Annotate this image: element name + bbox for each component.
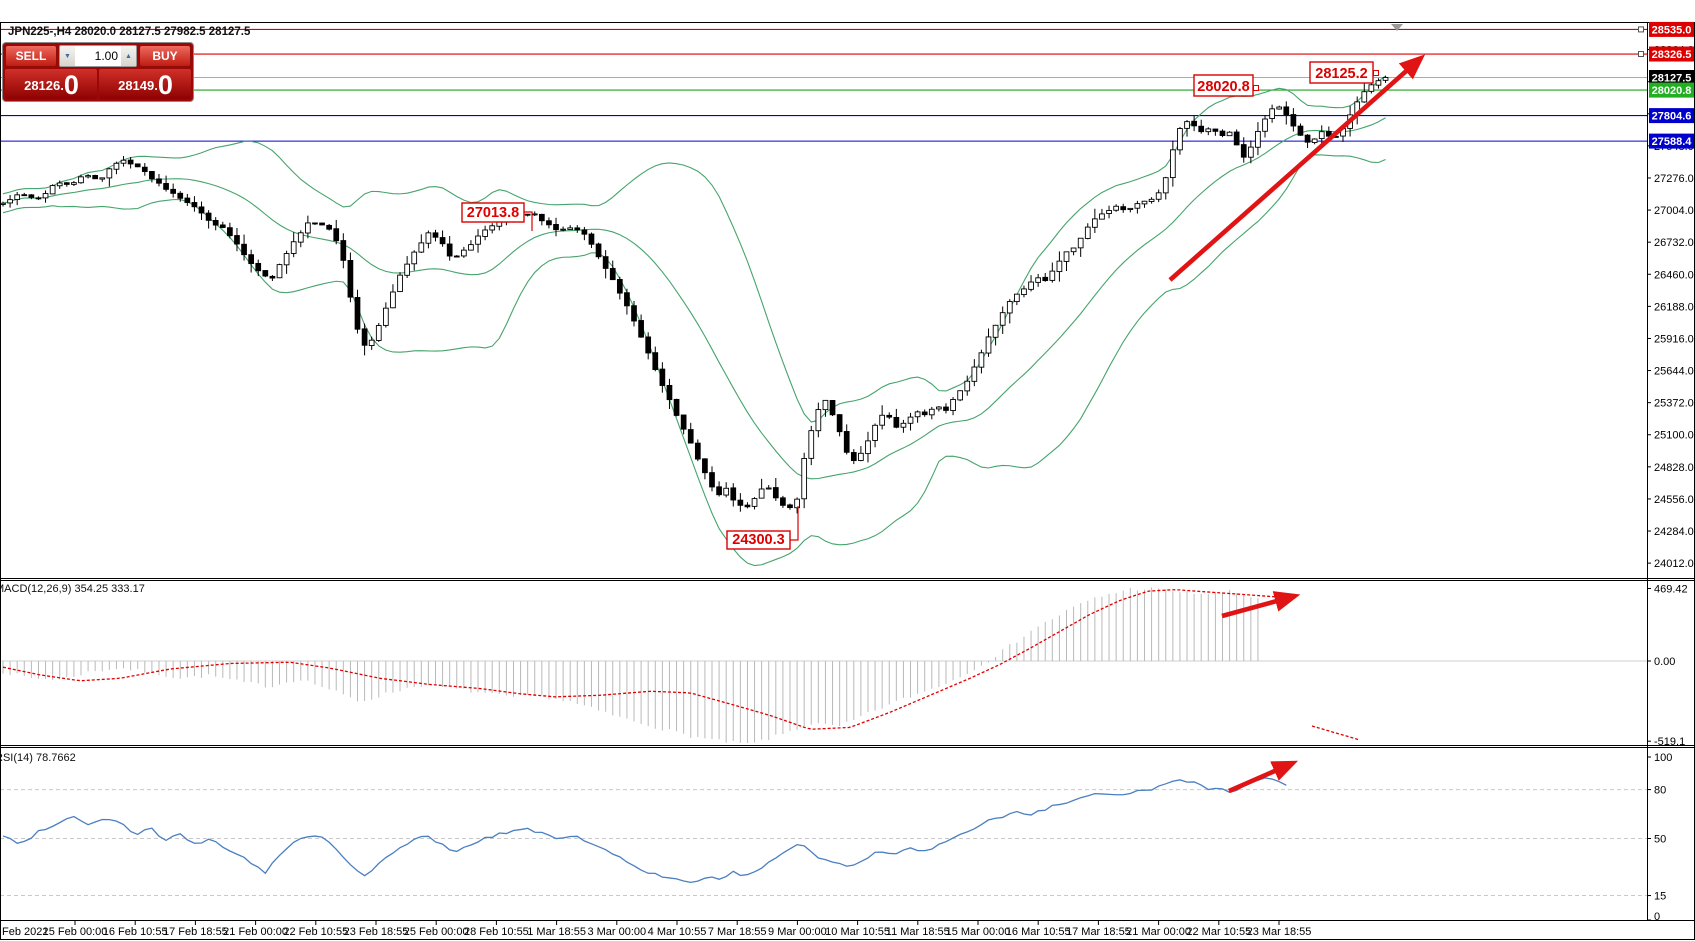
- time-label: 9 Mar 00:00: [768, 926, 827, 938]
- volume-increase-button[interactable]: ▲: [121, 46, 136, 66]
- time-label: 4 Mar 10:55: [648, 926, 707, 938]
- one-click-trading-panel: SELL ▼ ▲ BUY 28126.0 28149.0: [2, 42, 194, 102]
- sell-price[interactable]: 28126. 0: [5, 69, 97, 99]
- price-chip-28535.0: [1649, 21, 1694, 37]
- time-label: 25 Feb 00:00: [404, 926, 469, 938]
- time-label: 10 Mar 10:55: [825, 926, 890, 938]
- svg-text:24284.0: 24284.0: [1654, 526, 1694, 538]
- time-label: 23 Mar 18:55: [1247, 926, 1312, 938]
- callout-box[interactable]: [726, 530, 791, 550]
- price-callouts: 27013.8 24300.3 28020.8 28125.2: [461, 61, 1379, 550]
- price-chip-28020.8: [1649, 82, 1694, 98]
- chart-title: JPN225-,H4 28020.0 28127.5 27982.5 28127…: [8, 26, 251, 38]
- svg-text:28535.0: 28535.0: [1652, 24, 1692, 36]
- svg-text:26732.0: 26732.0: [1654, 237, 1694, 249]
- callout-text: 27013.8: [467, 205, 519, 221]
- time-label: 3 Mar 00:00: [587, 926, 646, 938]
- svg-text:28127.5: 28127.5: [1652, 73, 1692, 85]
- time-label: 15 Feb 00:00: [43, 926, 108, 938]
- time-label: 22 Mar 10:55: [1186, 926, 1251, 938]
- svg-text:469.42: 469.42: [1654, 583, 1688, 595]
- time-label: 17 Mar 18:55: [1066, 926, 1131, 938]
- svg-text:15: 15: [1654, 891, 1666, 903]
- pane-separator-macd[interactable]: [0, 576, 1695, 583]
- line-handle[interactable]: [1638, 51, 1644, 58]
- callout-box[interactable]: [461, 202, 525, 223]
- time-label: 22 Feb 10:55: [283, 926, 348, 938]
- svg-text:27588.4: 27588.4: [1652, 136, 1693, 148]
- trend-arrow-main[interactable]: [1168, 54, 1426, 282]
- time-label: 21 Mar 00:00: [1126, 926, 1191, 938]
- svg-text:0: 0: [1654, 911, 1660, 923]
- price-axis: 28364.028092.027820.027548.027276.027004…: [1647, 21, 1694, 923]
- svg-text:100: 100: [1654, 752, 1672, 764]
- svg-text:28020.8: 28020.8: [1652, 85, 1692, 97]
- callout-text: 28020.8: [1197, 79, 1249, 95]
- svg-text:0.00: 0.00: [1654, 656, 1675, 668]
- macd-signal-tail: [1311, 725, 1361, 741]
- volume-stepper: ▼ ▲: [59, 45, 137, 67]
- price-chip-28127.5: [1649, 70, 1694, 85]
- svg-text:24012.0: 24012.0: [1654, 558, 1694, 570]
- callout-text: 28125.2: [1315, 66, 1367, 82]
- svg-text:80: 80: [1654, 785, 1666, 797]
- macd-indicator-label: MACD(12,26,9) 354.25 333.17: [0, 583, 145, 595]
- time-label: 17 Feb 18:55: [163, 926, 228, 938]
- trend-arrow-macd[interactable]: [1221, 591, 1301, 619]
- bollinger-bands: [2, 75, 1386, 567]
- time-label: 28 Feb 10:55: [464, 926, 529, 938]
- time-label: 21 Feb 00:00: [223, 926, 288, 938]
- bollinger-upper-band: [2, 75, 1386, 423]
- svg-text:50: 50: [1654, 834, 1666, 846]
- trend-arrow-rsi[interactable]: [1228, 760, 1299, 794]
- buy-price[interactable]: 28149. 0: [99, 69, 191, 99]
- bollinger-middle-band: [2, 117, 1386, 480]
- svg-text:27804.6: 27804.6: [1652, 111, 1692, 123]
- svg-text:25916.0: 25916.0: [1654, 333, 1694, 345]
- pane-borders: [0, 22, 1695, 940]
- rsi-line: [2, 777, 1287, 883]
- svg-text:27004.0: 27004.0: [1654, 205, 1694, 217]
- rsi-pane[interactable]: [0, 760, 1647, 897]
- volume-decrease-button[interactable]: ▼: [60, 46, 75, 66]
- svg-text:25100.0: 25100.0: [1654, 430, 1694, 442]
- buy-button[interactable]: BUY: [139, 45, 191, 67]
- time-label: 11 Mar 18:55: [886, 926, 950, 938]
- price-chip-27804.6: [1649, 108, 1694, 124]
- time-label: 16 Mar 10:55: [1006, 926, 1071, 938]
- svg-text:24556.0: 24556.0: [1654, 494, 1694, 506]
- time-label: 16 Feb 10:55: [103, 926, 168, 938]
- pane-separator-rsi[interactable]: [0, 743, 1695, 750]
- time-label: 1 Mar 18:55: [527, 926, 586, 938]
- rsi-indicator-label: RSI(14) 78.7662: [0, 752, 76, 764]
- svg-text:26188.0: 26188.0: [1654, 301, 1694, 313]
- macd-signal-line: [2, 589, 1294, 730]
- bollinger-lower-band: [2, 154, 1386, 567]
- svg-text:26460.0: 26460.0: [1654, 269, 1694, 281]
- svg-text:25372.0: 25372.0: [1654, 398, 1694, 410]
- svg-text:24828.0: 24828.0: [1654, 462, 1694, 474]
- price-chip-27588.4: [1649, 133, 1694, 149]
- time-label: 23 Feb 18:55: [344, 926, 409, 938]
- time-label: Feb 2022: [2, 926, 48, 938]
- svg-text:-519.1: -519.1: [1654, 736, 1685, 748]
- callout-text: 24300.3: [732, 532, 784, 548]
- svg-text:27276.0: 27276.0: [1654, 173, 1694, 185]
- main-price-pane[interactable]: [0, 24, 1647, 567]
- price-chip-28326.5: [1649, 46, 1694, 62]
- svg-text:25644.0: 25644.0: [1654, 366, 1694, 378]
- volume-input[interactable]: [75, 46, 121, 66]
- svg-text:28326.5: 28326.5: [1652, 49, 1692, 61]
- chart-shift-marker: [1391, 24, 1403, 31]
- line-handle[interactable]: [1638, 26, 1644, 33]
- macd-pane[interactable]: [0, 587, 1647, 744]
- sell-button[interactable]: SELL: [5, 45, 57, 67]
- candlestick-series: [0, 75, 1389, 514]
- time-label: 7 Mar 18:55: [708, 926, 767, 938]
- time-label: 15 Mar 00:00: [946, 926, 1011, 938]
